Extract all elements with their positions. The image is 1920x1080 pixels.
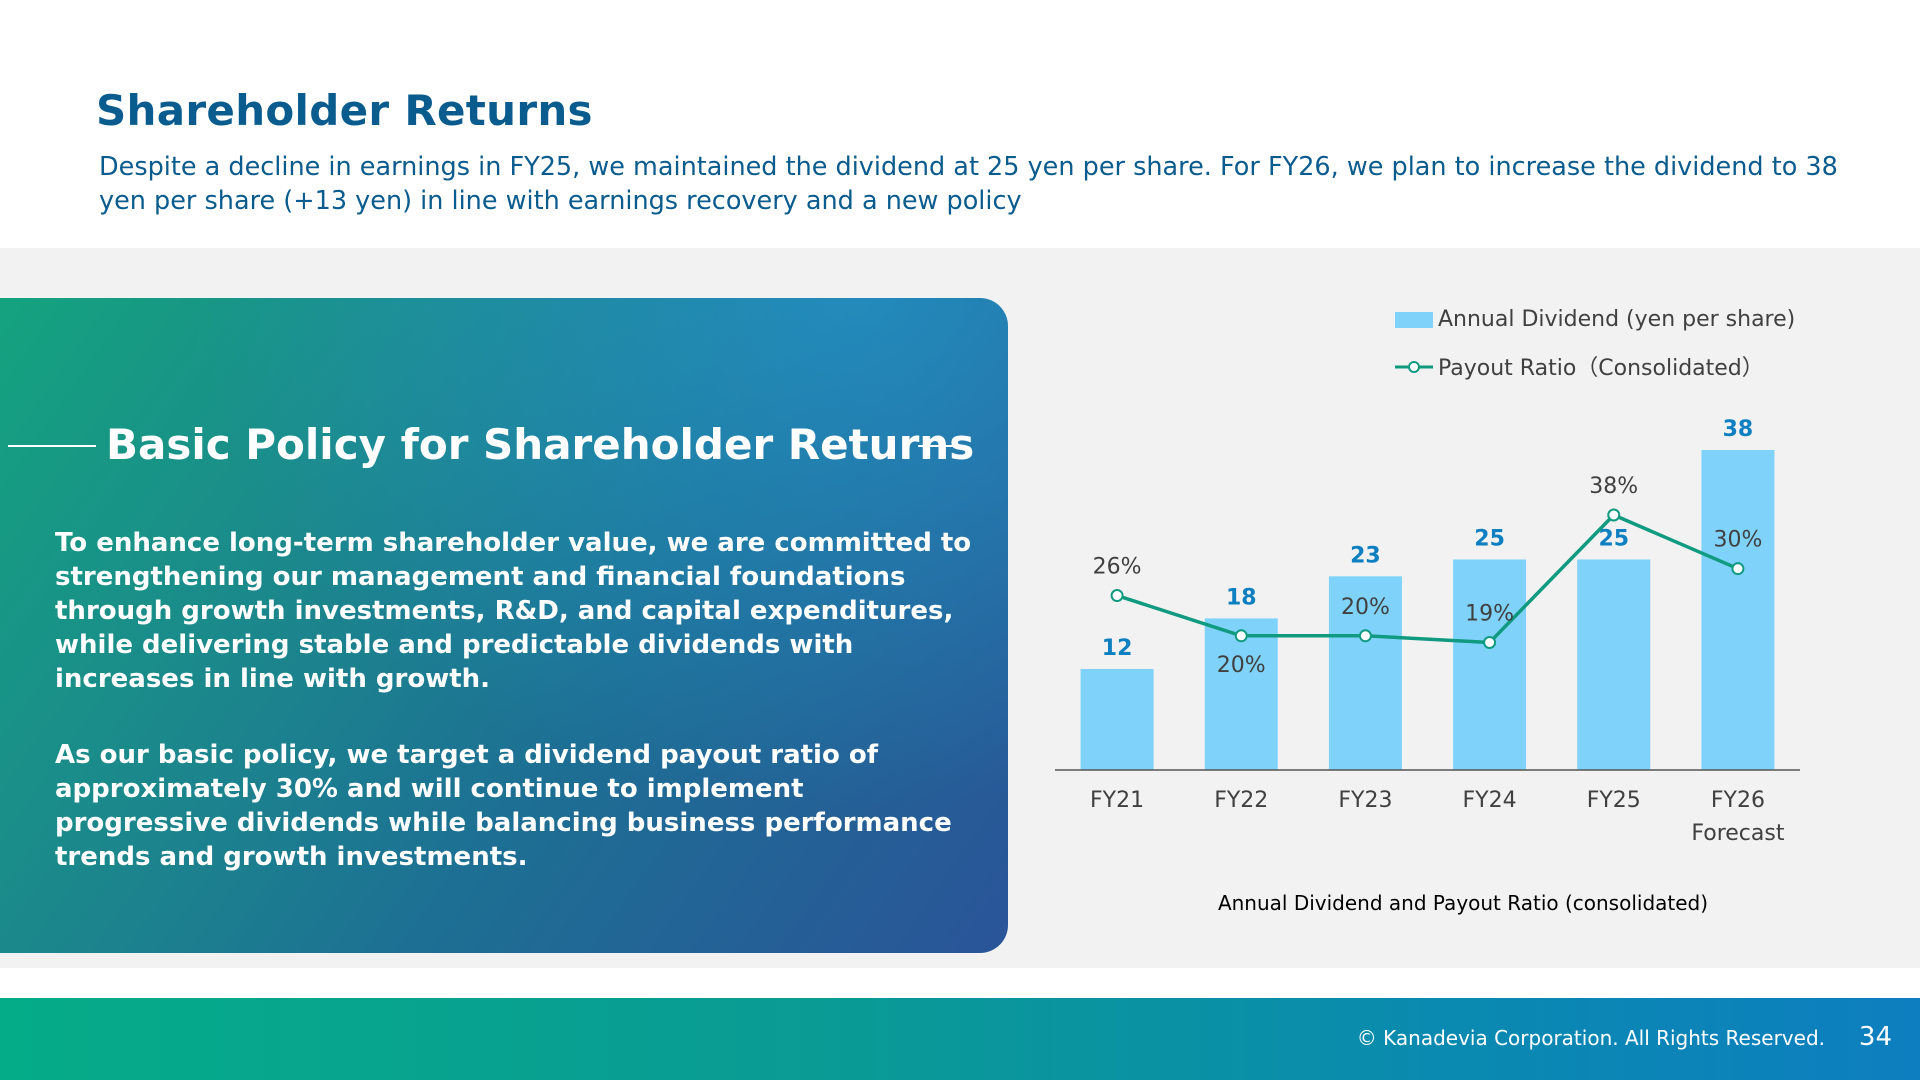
page-title: Shareholder Returns [96, 86, 593, 135]
dividend-value-label: 18 [1226, 585, 1257, 610]
footer-bar: © Kanadevia Corporation. All Rights Rese… [0, 998, 1920, 1080]
chart-legend: Annual Dividend (yen per share) Payout R… [1395, 307, 1795, 381]
legend-marker-payout [1408, 361, 1420, 373]
payout-ratio-point [1731, 562, 1745, 576]
payout-ratio-point [1110, 589, 1124, 603]
payout-ratio-label: 19% [1465, 602, 1514, 627]
dividend-value-label: 23 [1350, 543, 1381, 568]
x-axis-ticks: FY21 FY22 FY23 FY24 FY25 FY26 Forecast [1090, 788, 1785, 846]
dividend-bar [1080, 668, 1154, 770]
payout-ratio-label: 20% [1341, 595, 1390, 620]
copyright-text: © Kanadevia Corporation. All Rights Rese… [1356, 1026, 1825, 1050]
dividend-bars: 12 18 23 25 25 38 [1080, 417, 1775, 770]
page-number: 34 [1858, 1022, 1892, 1052]
x-tick-label: FY23 [1338, 788, 1392, 813]
x-tick-label: FY25 [1587, 788, 1641, 813]
dividend-bar [1328, 576, 1402, 770]
dividend-bar [1453, 559, 1527, 770]
x-tick-label: FY26 [1711, 788, 1765, 813]
payout-ratio-point [1607, 508, 1621, 522]
x-tick-label: FY24 [1463, 788, 1517, 813]
dividend-bar [1577, 559, 1651, 770]
heading-rule-left [8, 445, 96, 447]
payout-ratio-point [1234, 629, 1248, 643]
heading-rule-right [918, 445, 954, 447]
legend-label-payout: Payout Ratio（Consolidated） [1438, 356, 1764, 381]
x-tick-label: FY22 [1214, 788, 1268, 813]
policy-card: Basic Policy for Shareholder Returns To … [0, 298, 1008, 953]
payout-ratio-label: 38% [1589, 474, 1638, 499]
dividend-value-label: 25 [1598, 526, 1629, 551]
dividend-chart: Annual Dividend (yen per share) Payout R… [1055, 307, 1800, 915]
policy-paragraph-2: As our basic policy, we target a dividen… [55, 740, 952, 872]
chart-title: Annual Dividend and Payout Ratio (consol… [1218, 891, 1708, 915]
payout-ratio-point [1483, 636, 1497, 649]
payout-ratio-label: 30% [1713, 528, 1762, 553]
policy-paragraph-1: To enhance long-term shareholder value, … [55, 528, 972, 694]
legend-label-dividend: Annual Dividend (yen per share) [1438, 307, 1795, 332]
page-subtitle: Despite a decline in earnings in FY25, w… [99, 152, 1838, 216]
payout-ratio-point [1358, 629, 1372, 643]
legend-swatch-dividend [1395, 312, 1433, 328]
x-tick-label: Forecast [1691, 821, 1784, 846]
x-tick-label: FY21 [1090, 788, 1144, 813]
dividend-value-label: 12 [1102, 636, 1133, 661]
payout-ratio-line [1116, 513, 1739, 645]
policy-heading: Basic Policy for Shareholder Returns [106, 420, 975, 469]
dividend-bar [1701, 450, 1775, 770]
payout-ratio-label: 20% [1217, 653, 1266, 678]
policy-heading-row: Basic Policy for Shareholder Returns [0, 416, 1008, 476]
dividend-value-label: 25 [1474, 526, 1505, 551]
payout-ratio-label: 26% [1093, 555, 1142, 580]
dividend-value-label: 38 [1723, 417, 1754, 442]
dividend-bar [1204, 618, 1278, 770]
payout-ratio-points: 26% 20% 20% 19% 38% 30% [1093, 474, 1763, 678]
